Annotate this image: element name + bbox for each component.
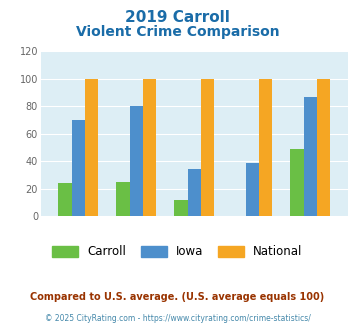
Bar [116, 182, 130, 216]
Bar [130, 106, 143, 216]
Bar [85, 79, 98, 216]
Text: © 2025 CityRating.com - https://www.cityrating.com/crime-statistics/: © 2025 CityRating.com - https://www.city… [45, 314, 310, 323]
Bar [143, 79, 157, 216]
Text: Compared to U.S. average. (U.S. average equals 100): Compared to U.S. average. (U.S. average … [31, 292, 324, 302]
Bar [304, 97, 317, 216]
Text: 2019 Carroll: 2019 Carroll [125, 10, 230, 25]
Bar [259, 79, 272, 216]
Bar [72, 120, 85, 216]
Bar [290, 149, 304, 216]
Legend: Carroll, Iowa, National: Carroll, Iowa, National [48, 241, 307, 263]
Bar [317, 79, 330, 216]
Bar [174, 200, 188, 216]
Bar [246, 163, 259, 216]
Bar [201, 79, 214, 216]
Text: Violent Crime Comparison: Violent Crime Comparison [76, 25, 279, 39]
Bar [59, 183, 72, 216]
Bar [188, 169, 201, 216]
